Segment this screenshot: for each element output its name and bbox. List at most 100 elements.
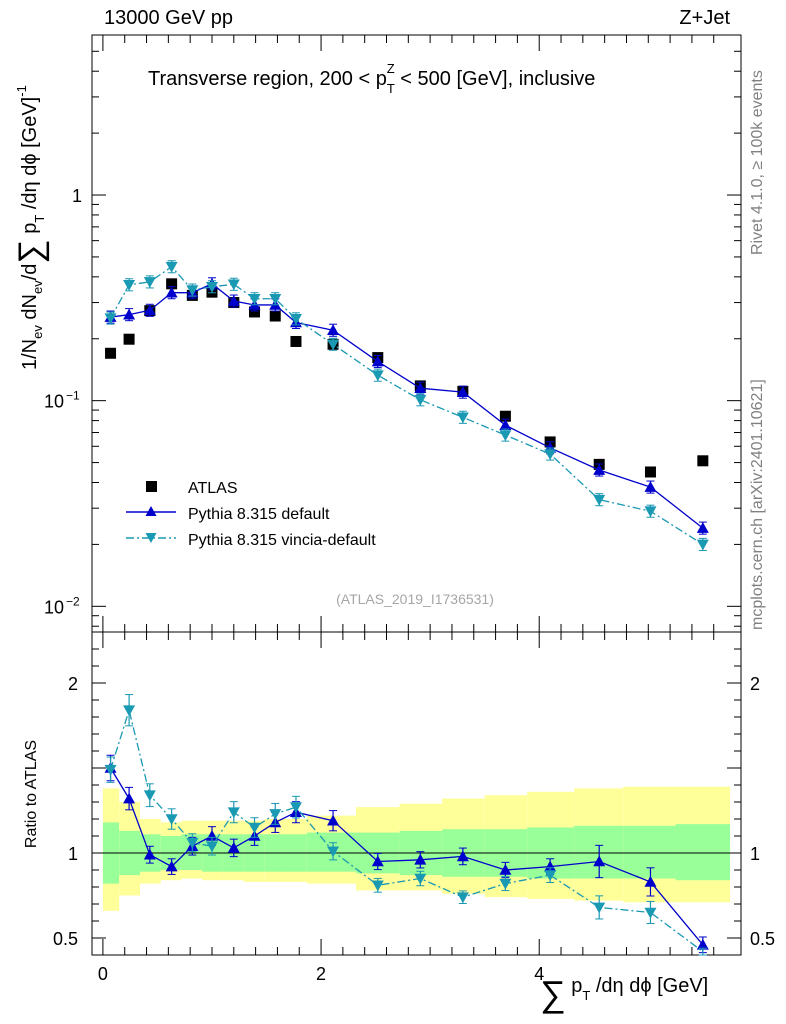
pythia-default-ratio-point <box>371 855 384 867</box>
vincia-ratio-point <box>123 705 136 717</box>
ratio-y-tick-label: 2 <box>68 674 78 694</box>
vincia-ratio-point <box>456 892 469 904</box>
vincia-main-point <box>205 281 218 293</box>
ratio-y-tick-label-right: 0.5 <box>750 929 775 949</box>
vincia-ratio-point <box>248 822 261 834</box>
legend-marker-pythia-default <box>145 506 157 516</box>
vincia-ratio-point <box>327 846 340 858</box>
pythia-default-main-point <box>499 419 512 430</box>
main-y-tick-exponent: −2 <box>66 594 80 608</box>
analysis-watermark: (ATLAS_2019_I1736531) <box>336 591 494 607</box>
ratio-y-tick-label-right: 2 <box>750 674 760 694</box>
atlas-data-point <box>697 455 709 467</box>
vincia-main-point <box>371 370 384 382</box>
atlas-data-point <box>269 310 281 322</box>
vincia-ratio-point <box>289 802 302 814</box>
header-process: Z+Jet <box>679 7 730 29</box>
atlas-data-point <box>105 347 117 359</box>
atlas-data-point <box>499 410 511 422</box>
ratio-y-axis-label: Ratio to ATLAS <box>23 740 40 848</box>
pythia-default-main-point <box>696 522 709 533</box>
pythia-default-ratio-point <box>327 814 340 826</box>
vincia-main-point <box>544 449 557 461</box>
x-tick-label: 4 <box>534 964 544 984</box>
vincia-ratio-point <box>227 807 240 819</box>
band-inner-bin <box>675 824 731 881</box>
rivet-version-label: Rivet 4.1.0, ≥ 100k events <box>749 70 766 255</box>
x-tick-label: 2 <box>316 964 326 984</box>
pythia-default-ratio-point <box>593 855 606 867</box>
pythia-default-main-point <box>143 304 156 316</box>
vincia-main-point <box>165 261 178 273</box>
ratio-y-tick-label: 0.5 <box>53 929 78 949</box>
pythia-default-ratio-point <box>123 792 136 804</box>
vincia-main-point <box>456 412 469 424</box>
ratio-y-tick-label-right: 1 <box>750 844 760 864</box>
vincia-main-line <box>109 265 704 545</box>
vincia-main-point <box>104 313 117 325</box>
legend-marker-atlas <box>146 481 157 492</box>
vincia-main-point <box>499 430 512 442</box>
mcplots-label: mcplots.cern.ch [arXiv:2401.10621] <box>749 379 766 630</box>
pythia-default-main-point <box>644 481 657 492</box>
pythia-default-ratio-point <box>644 875 657 887</box>
ratio-y-tick-label: 1 <box>68 844 78 864</box>
main-y-tick-label: 10 <box>44 597 64 617</box>
main-y-tick-label: 10 <box>44 392 64 412</box>
pythia-default-ratio-point <box>227 841 240 853</box>
vincia-main-point <box>414 394 427 406</box>
vincia-ratio-point <box>104 764 117 776</box>
pythia-default-ratio-point <box>456 850 469 862</box>
atlas-data-point <box>644 466 656 478</box>
pythia-default-ratio-point <box>165 860 178 872</box>
pythia-default-main-point <box>593 464 606 475</box>
pythia-default-ratio-point <box>544 860 557 872</box>
vincia-ratio-point <box>499 878 512 890</box>
vincia-ratio-point <box>186 838 199 849</box>
vincia-main-point <box>289 314 302 325</box>
vincia-ratio-point <box>414 873 427 885</box>
x-tick-label: 0 <box>98 964 108 984</box>
pythia-default-ratio-point <box>205 830 218 841</box>
pythia-default-ratio-point <box>499 864 512 875</box>
legend-marker-vincia <box>145 533 157 543</box>
vincia-main-point <box>143 277 156 288</box>
vincia-main-point <box>269 293 282 305</box>
vincia-main-point <box>123 279 136 291</box>
vincia-ratio-point <box>165 814 178 825</box>
pythia-default-main-point <box>165 286 178 298</box>
main-y-tick-exponent: −1 <box>66 389 80 403</box>
pythia-default-main-point <box>414 382 427 393</box>
legend-label-pythia-default: Pythia 8.315 default <box>188 506 330 523</box>
vincia-ratio-point <box>143 790 156 802</box>
pythia-default-ratio-point <box>696 938 709 950</box>
pythia-default-main-point <box>456 386 469 397</box>
legend-label-vincia: Pythia 8.315 vincia-default <box>188 532 376 549</box>
band-inner-bin <box>623 825 676 879</box>
vincia-main-point <box>696 539 709 551</box>
x-axis-label: ∑ pT /dη dϕ [GeV] <box>540 973 708 1014</box>
vincia-main-point <box>186 285 199 297</box>
pythia-default-main-point <box>327 324 340 336</box>
vincia-main-point <box>248 293 261 305</box>
plot-title: Transverse region, 200 < pTZ < 500 [GeV]… <box>148 61 595 96</box>
vincia-ratio-point <box>593 902 606 914</box>
pythia-default-ratio-point <box>414 853 427 865</box>
vincia-main-point <box>644 506 657 518</box>
pythia-default-main-point <box>371 355 384 367</box>
atlas-data-point <box>166 278 178 290</box>
legend: ATLAS Pythia 8.315 default Pythia 8.315 … <box>126 480 376 549</box>
ratio-frame <box>91 631 742 956</box>
vincia-ratio-point <box>205 841 218 853</box>
vincia-main-point <box>227 279 240 291</box>
main-y-axis-label: 1/Nev dNev/d∑ pT /dη dϕ [GeV]-1 <box>12 85 50 370</box>
pythia-default-main-point <box>227 295 240 306</box>
legend-label-atlas: ATLAS <box>188 480 238 497</box>
vincia-ratio-point <box>371 880 384 892</box>
pythia-default-main-point <box>123 308 136 320</box>
vincia-main-point <box>327 339 340 351</box>
pythia-default-ratio-point <box>143 848 156 860</box>
vincia-ratio-point <box>644 907 657 919</box>
vincia-ratio-point <box>544 870 557 882</box>
